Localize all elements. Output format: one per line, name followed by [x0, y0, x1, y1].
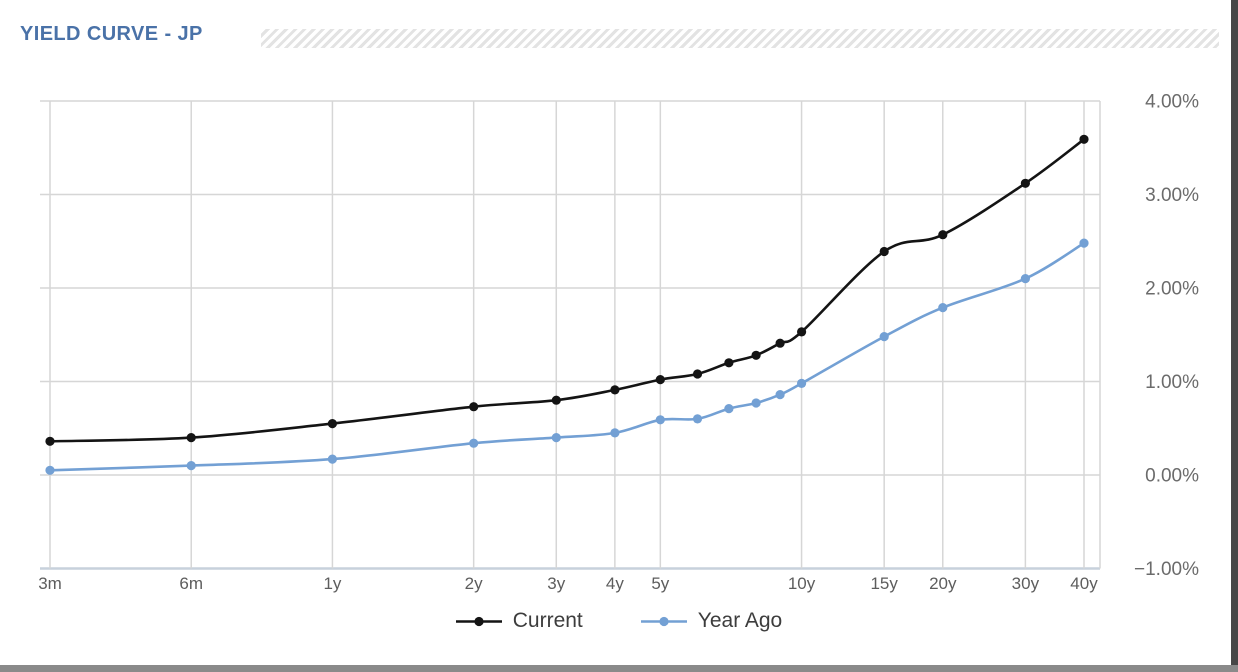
data-point-marker-year-ago-20y [938, 303, 948, 313]
legend-marker-year-ago [640, 616, 687, 626]
y-axis-tick-label: 1.00% [1145, 372, 1199, 393]
data-point-marker-year-ago-8y [751, 398, 761, 408]
data-point-marker-current-2y [469, 402, 479, 412]
x-axis-tick-label: 3m [38, 574, 62, 593]
data-point-marker-current-5y [655, 375, 665, 385]
y-axis-tick-label: 4.00% [1145, 92, 1199, 113]
data-point-marker-year-ago-4y [610, 428, 620, 438]
legend-item-year-ago[interactable]: Year Ago [640, 609, 783, 633]
x-axis-tick-label: 5y [651, 574, 669, 593]
data-point-marker-year-ago-10y [797, 378, 807, 388]
data-point-marker-current-6y [692, 369, 703, 379]
data-point-marker-current-9y [775, 338, 785, 348]
legend-marker-current [455, 616, 502, 626]
data-point-marker-year-ago-2y [469, 438, 479, 448]
y-axis-tick-label: −1.00% [1134, 559, 1199, 580]
chart-legend: Current Year Ago [0, 604, 1238, 638]
data-point-marker-current-4y [610, 385, 620, 395]
x-axis-tick-label: 15y [870, 574, 898, 593]
data-point-marker-year-ago-3m [45, 465, 55, 475]
data-point-marker-year-ago-6m [186, 461, 196, 471]
data-point-marker-current-40y [1079, 134, 1089, 144]
x-axis-tick-label: 6m [179, 574, 203, 593]
data-point-marker-current-20y [938, 230, 948, 240]
x-axis-tick-label: 30y [1012, 574, 1040, 593]
window-right-border [1231, 0, 1238, 672]
data-point-marker-year-ago-30y [1020, 274, 1030, 284]
data-point-marker-current-10y [797, 327, 807, 337]
data-point-marker-current-6m [186, 433, 196, 443]
x-axis-tick-label: 1y [323, 574, 341, 593]
data-point-marker-current-15y [879, 246, 889, 257]
data-point-marker-current-3y [551, 395, 561, 405]
legend-label: Year Ago [697, 609, 783, 632]
data-point-marker-year-ago-9y [775, 390, 785, 400]
yield-curve-chart: 4.00% 3.00% 2.00% 1.00% 0.00% −1.00% 3m 6m 1y 2y 3… [38, 92, 1199, 594]
data-point-marker-current-3m [45, 436, 55, 446]
x-axis-tick-label: 10y [788, 574, 816, 593]
window-bottom-border [0, 665, 1238, 672]
data-point-marker-year-ago-3y [551, 433, 561, 443]
data-point-marker-current-1y [327, 419, 337, 429]
data-point-marker-year-ago-7y [724, 404, 734, 414]
data-point-marker-year-ago-15y [879, 332, 889, 342]
data-point-marker-year-ago-6y [692, 414, 703, 424]
data-point-marker-current-7y [724, 358, 734, 368]
x-axis-tick-label: 2y [465, 574, 483, 593]
x-axis-tick-label: 40y [1070, 574, 1098, 593]
data-point-marker-current-30y [1020, 178, 1030, 188]
x-axis-tick-label: 3y [547, 574, 565, 593]
y-axis-tick-label: 0.00% [1145, 466, 1199, 487]
data-point-marker-year-ago-40y [1079, 238, 1089, 248]
data-point-marker-year-ago-1y [327, 454, 337, 464]
x-axis-tick-label: 20y [929, 574, 957, 593]
series-line-current [48, 138, 1086, 443]
data-point-marker-year-ago-5y [655, 415, 665, 425]
y-axis-tick-label: 2.00% [1145, 279, 1199, 300]
legend-item-current[interactable]: Current [455, 609, 583, 633]
y-axis-tick-label: 3.00% [1145, 185, 1199, 206]
x-axis-tick-label: 4y [606, 574, 624, 593]
title-hatch-decoration [261, 29, 1219, 48]
page-title: YIELD CURVE - JP [20, 23, 203, 45]
legend-label: Current [512, 609, 583, 632]
data-point-marker-current-8y [751, 350, 761, 360]
